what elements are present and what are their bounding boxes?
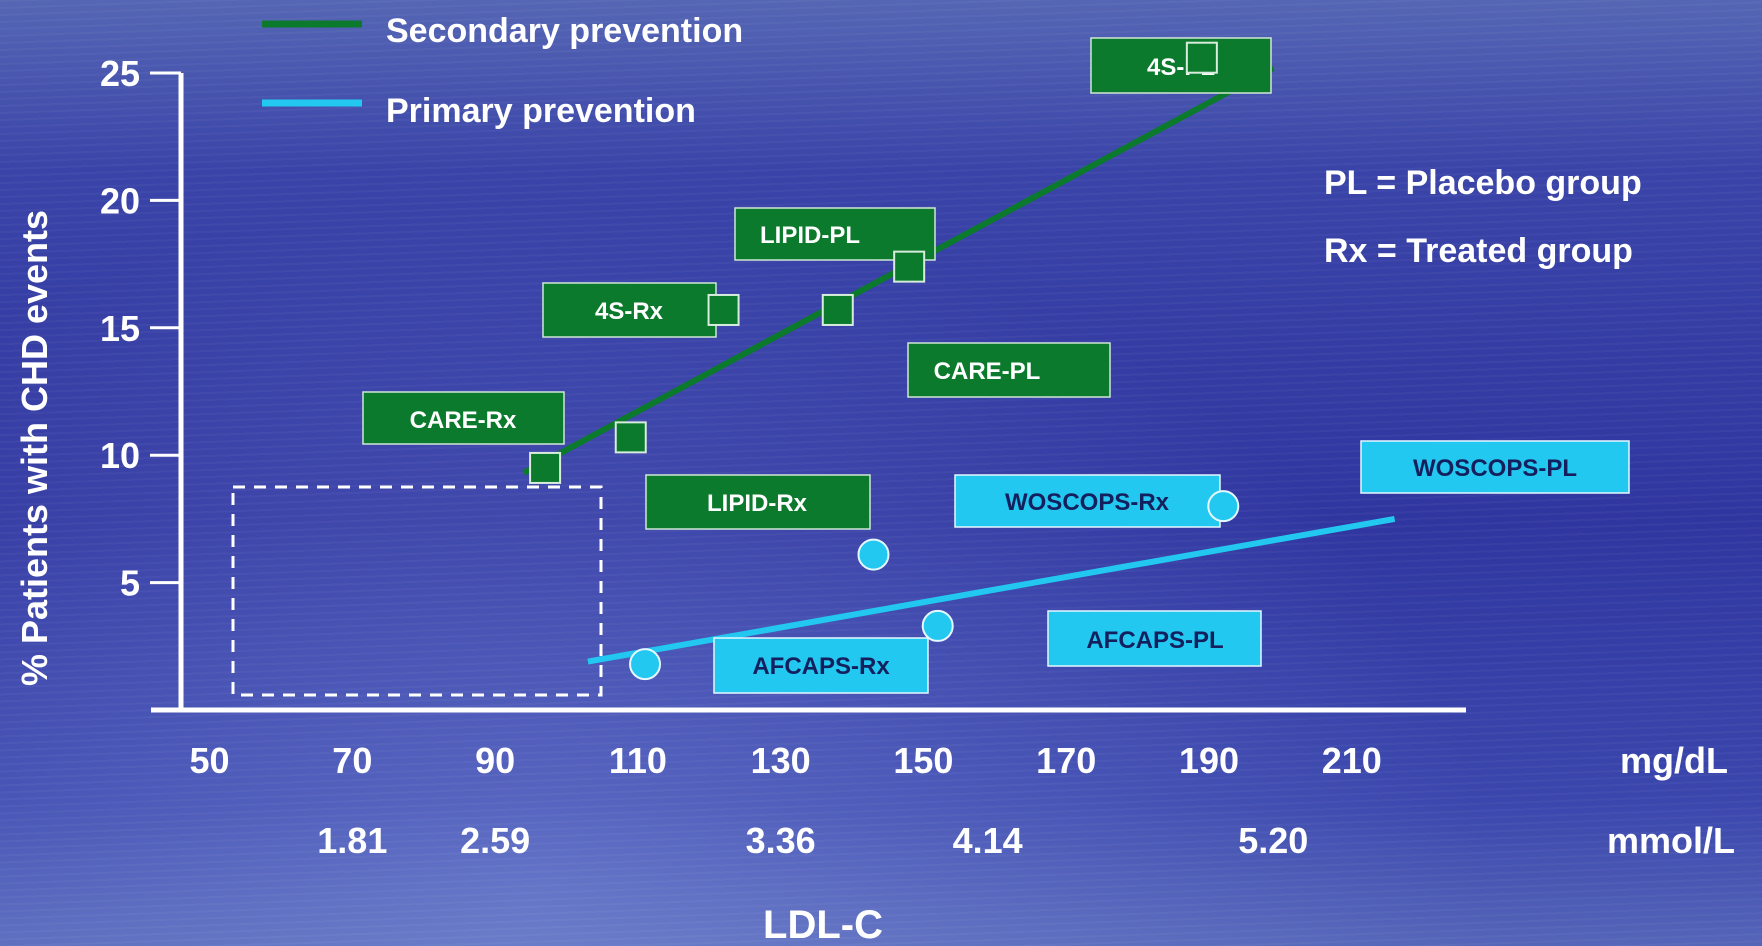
svg-text:LIPID-PL: LIPID-PL — [760, 222, 860, 249]
point-4s-pl — [1185, 41, 1218, 74]
x-tick-mmol-label: 1.81 — [317, 820, 387, 861]
svg-text:AFCAPS-PL: AFCAPS-PL — [1086, 627, 1223, 654]
svg-text:4S-Rx: 4S-Rx — [595, 298, 664, 325]
point-4s-rx — [707, 293, 740, 326]
point-woscops-rx — [857, 538, 890, 571]
point-lipid-pl — [893, 250, 926, 283]
point-woscops-pl — [1207, 490, 1240, 523]
note-treated: Rx = Treated group — [1324, 232, 1633, 270]
label-woscops-rx: WOSCOPS-Rx — [954, 474, 1221, 528]
svg-text:WOSCOPS-PL: WOSCOPS-PL — [1413, 455, 1577, 482]
x-tick-label: 50 — [190, 740, 230, 781]
y-tick-label: 20 — [100, 180, 140, 221]
svg-text:AFCAPS-Rx: AFCAPS-Rx — [752, 653, 890, 680]
point-afcaps-pl — [921, 609, 954, 642]
y-ticks: 5 10 15 20 25 — [100, 53, 181, 604]
legend-secondary-label: Secondary prevention — [386, 12, 743, 50]
x-tick-label: 150 — [893, 740, 953, 781]
point-care-rx — [529, 451, 562, 484]
svg-text:CARE-PL: CARE-PL — [934, 358, 1041, 385]
point-lipid-rx — [614, 421, 647, 454]
target-region-box — [231, 485, 603, 697]
y-tick-label: 25 — [100, 53, 140, 94]
y-axis-label: % Patients with CHD events — [14, 210, 55, 686]
x-tick-label: 170 — [1036, 740, 1096, 781]
x-tick-label: 190 — [1179, 740, 1239, 781]
note-placebo: PL = Placebo group — [1324, 164, 1642, 202]
x-ticks: 50 70 90 110 130 150 170 190 210 — [190, 740, 1382, 781]
svg-text:WOSCOPS-Rx: WOSCOPS-Rx — [1005, 489, 1170, 516]
point-care-pl — [821, 293, 854, 326]
x-tick-mmol-label: 5.20 — [1238, 820, 1308, 861]
y-tick-label: 10 — [100, 435, 140, 476]
x-tick-label: 210 — [1322, 740, 1382, 781]
x-unit-mgdl: mg/dL — [1620, 740, 1728, 781]
y-tick-label: 5 — [120, 563, 140, 604]
svg-text:LIPID-Rx: LIPID-Rx — [707, 490, 808, 517]
legend-primary-label: Primary prevention — [386, 92, 696, 130]
point-afcaps-rx — [629, 648, 662, 681]
label-4s-pl: 4S-PL — [1090, 37, 1272, 94]
x-tick-mmol-label: 3.36 — [746, 820, 816, 861]
trendline-primary — [587, 515, 1396, 665]
data-points — [529, 41, 1240, 681]
x-tick-label: 70 — [332, 740, 372, 781]
x-axis-label: LDL-C — [763, 903, 883, 946]
y-tick-label: 15 — [100, 308, 140, 349]
x-tick-label: 110 — [609, 740, 667, 781]
x-tick-label: 90 — [475, 740, 515, 781]
x-ticks-mmol: 1.81 2.59 3.36 4.14 5.20 — [317, 820, 1308, 861]
x-tick-mmol-label: 4.14 — [953, 820, 1023, 861]
label-care-pl: CARE-PL — [907, 342, 1111, 398]
label-afcaps-pl: AFCAPS-PL — [1047, 610, 1262, 667]
x-tick-mmol-label: 2.59 — [460, 820, 530, 861]
label-care-rx: CARE-Rx — [362, 391, 565, 445]
label-woscops-pl: WOSCOPS-PL — [1360, 440, 1630, 494]
svg-text:CARE-Rx: CARE-Rx — [410, 407, 517, 434]
label-afcaps-rx: AFCAPS-Rx — [713, 637, 929, 694]
x-unit-mmol: mmol/L — [1607, 820, 1735, 861]
label-lipid-rx: LIPID-Rx — [645, 474, 871, 530]
x-tick-label: 130 — [751, 740, 811, 781]
label-4s-rx: 4S-Rx — [542, 282, 717, 338]
